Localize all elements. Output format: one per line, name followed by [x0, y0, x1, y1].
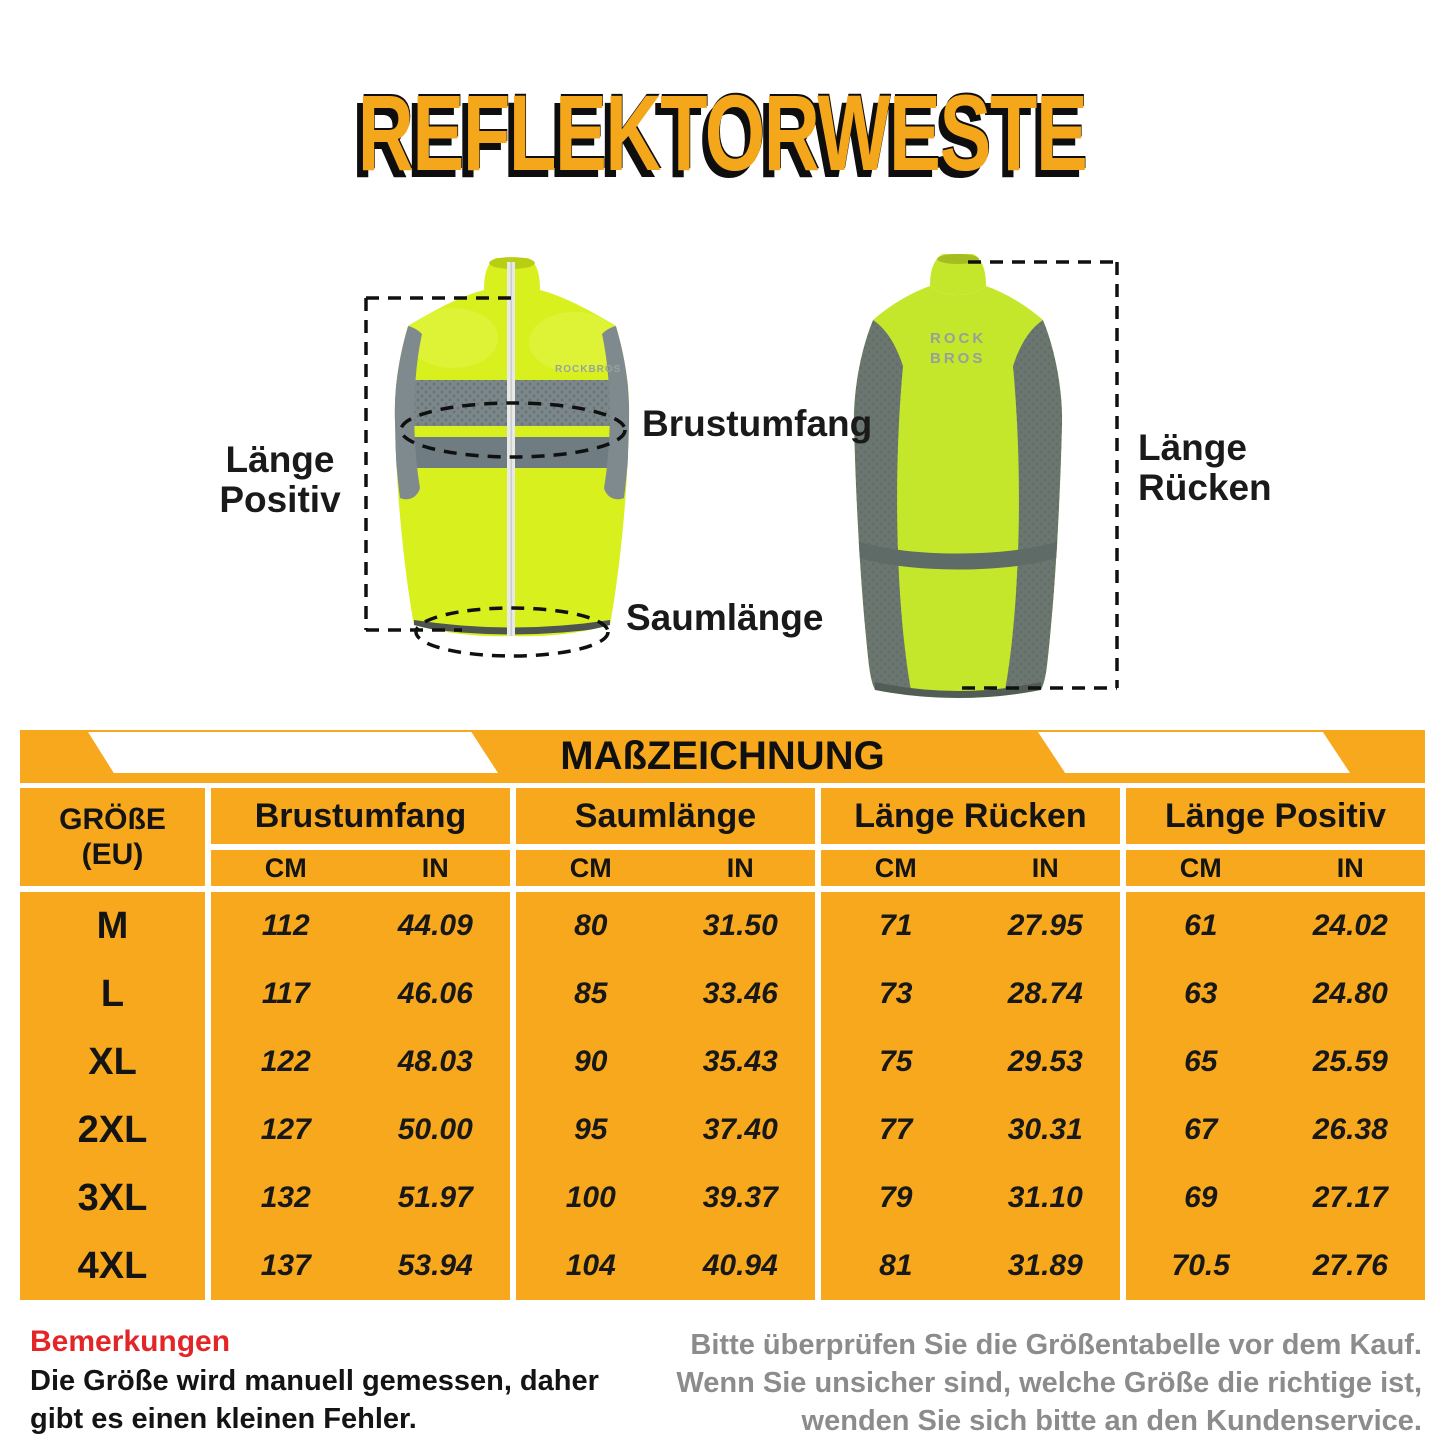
table-row: 104 40.94: [565, 1249, 778, 1282]
units-laenge-ruecken: CM IN: [821, 850, 1120, 886]
vest-back-brand-logo-line2: BROS: [930, 350, 985, 367]
table-row: 132 51.97: [260, 1181, 473, 1214]
size-label: 4XL: [77, 1244, 148, 1287]
header-saumlaenge: Saumlänge: [516, 788, 815, 844]
notes-right: Bitte überprüfen Sie die Größentabelle v…: [676, 1329, 1422, 1437]
table-title-band: MAßZEICHNUNG: [20, 730, 1425, 783]
vest-front-side-panel-right: [602, 326, 630, 500]
size-label: M: [96, 904, 129, 947]
table-row: 127 50.00: [260, 1113, 473, 1146]
size-label: 2XL: [77, 1108, 148, 1151]
column-brustumfang: 112 44.09 117 46.06 122 48.03 127 50.00 132 5…: [211, 892, 510, 1300]
vest-front-illustration: ROCKBROS: [364, 257, 630, 658]
decor-parallelogram-left: [88, 732, 498, 773]
table-row: 70.5 27.76: [1171, 1249, 1388, 1282]
size-table: MAßZEICHNUNG GRÖßE (EU) Brustumfang Saum…: [20, 730, 1425, 1300]
vest-front-brand-logo: ROCKBROS: [555, 364, 621, 375]
column-laenge-ruecken: 71 27.95 73 28.74 75 29.53 77 30.31 79 31.10 …: [821, 892, 1120, 1300]
header-size-eu: GRÖßE (EU): [20, 788, 205, 886]
table-row: 81 31.89: [879, 1249, 1083, 1282]
column-saumlaenge: 80 31.50 85 33.46 90 35.43 95 37.40 100 39.37…: [516, 892, 815, 1300]
measurement-lines-back: [962, 260, 1119, 690]
units-laenge-positiv: CM IN: [1126, 850, 1425, 886]
size-label: L: [100, 972, 125, 1015]
header-laenge-positiv: Länge Positiv: [1126, 788, 1425, 844]
chest-measure-ellipse: [399, 401, 627, 459]
table-row: 112 44.09: [261, 909, 473, 942]
measurement-lines-front: [364, 296, 627, 658]
table-row: 75 29.53: [879, 1045, 1083, 1078]
vest-back-waist-band: [854, 540, 1062, 570]
table-row: 61 24.02: [1184, 909, 1388, 942]
table-row: 117 46.06: [261, 977, 473, 1010]
size-label: XL: [88, 1040, 137, 1083]
table-row: 73 28.74: [879, 977, 1083, 1010]
units-saumlaenge: CM IN: [516, 850, 815, 886]
table-row: 77 30.31: [879, 1113, 1083, 1146]
table-body: M L XL 2XL 3XL 4XL 112 44.09 117 46.06 122…: [20, 892, 1425, 1300]
table-row: 79 31.10: [879, 1181, 1083, 1214]
decor-parallelogram-right: [1038, 732, 1350, 773]
size-label: 3XL: [77, 1176, 148, 1219]
table-row: 95 37.40: [574, 1113, 778, 1146]
notes-heading: Bemerkungen: [30, 1325, 231, 1358]
table-row: 85 33.46: [574, 977, 778, 1010]
table-row: 122 48.03: [260, 1045, 473, 1078]
vest-front-side-panel-left: [394, 326, 422, 500]
notes-left: Bemerkungen Die Größe wird manuell gemes…: [30, 1322, 599, 1438]
label-brustumfang: Brustumfang: [642, 403, 873, 444]
table-row: 100 39.37: [565, 1181, 778, 1214]
hem-measure-ellipse: [414, 606, 610, 658]
table-row: 69 27.17: [1184, 1181, 1388, 1214]
vest-back-illustration: ROCK BROS: [853, 254, 1119, 698]
units-brustumfang: CM IN: [211, 850, 510, 886]
table-row: 71 27.95: [879, 909, 1083, 942]
label-saumlaenge: Saumlänge: [626, 597, 824, 638]
column-laenge-positiv: 61 24.02 63 24.80 65 25.59 67 26.38 69 27.17 …: [1126, 892, 1425, 1300]
page-title: REFLEKTORWESTE: [0, 70, 1445, 195]
vest-back-collar: [930, 254, 986, 295]
table-header: GRÖßE (EU) Brustumfang Saumlänge Länge R…: [20, 788, 1425, 886]
label-laenge-positiv: Länge Positiv: [219, 439, 341, 520]
vest-back-brand-logo-line1: ROCK: [930, 330, 986, 347]
table-title: MAßZEICHNUNG: [560, 734, 885, 778]
label-laenge-ruecken: Länge Rücken: [1138, 427, 1272, 508]
table-row: 65 25.59: [1184, 1045, 1388, 1078]
table-row: 137 53.94: [260, 1249, 473, 1282]
header-brustumfang: Brustumfang: [211, 788, 510, 844]
table-row: 63 24.80: [1184, 977, 1388, 1010]
table-row: 80 31.50: [574, 909, 778, 942]
vest-back-body: [853, 286, 1063, 698]
table-row: 67 26.38: [1184, 1113, 1388, 1146]
column-sizes: M L XL 2XL 3XL 4XL: [20, 892, 205, 1300]
page-title-text: REFLEKTORWESTE: [358, 72, 1088, 193]
table-row: 90 35.43: [574, 1045, 778, 1078]
header-laenge-ruecken: Länge Rücken: [821, 788, 1120, 844]
